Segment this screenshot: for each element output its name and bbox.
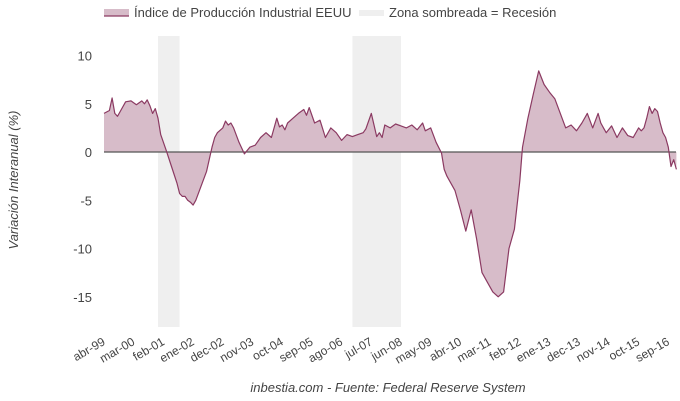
series-area	[103, 70, 677, 298]
legend-swatch-recession	[359, 10, 384, 16]
y-tick-label: 0	[85, 145, 92, 160]
y-axis-label: Variación Interanual (%)	[6, 111, 21, 250]
x-tick-label: jul-07	[342, 334, 376, 361]
y-tick-label: -10	[73, 242, 92, 257]
source-note: inbestia.com - Fuente: Federal Reserve S…	[250, 380, 525, 395]
legend-label-recession: Zona sombreada = Recesión	[389, 5, 556, 20]
series-line	[103, 70, 677, 298]
series-fill	[104, 70, 677, 297]
y-tick-label: -5	[80, 193, 92, 208]
recession-band	[352, 36, 401, 327]
legend-swatch-series	[104, 9, 129, 16]
x-tick-label: ago-06	[306, 334, 346, 365]
recession-bands	[158, 36, 401, 327]
y-tick-label: 10	[78, 49, 92, 64]
y-tick-label: 5	[85, 97, 92, 112]
legend-label-series: Índice de Producción Industrial EEUU	[134, 5, 352, 20]
recession-band	[158, 36, 180, 327]
x-tick-label: sep-16	[633, 334, 672, 365]
x-tick-label: nov-14	[574, 334, 613, 365]
legend: Índice de Producción Industrial EEUU Zon…	[104, 5, 556, 20]
x-axis: abr-99mar-00feb-01ene-02dec-02nov-03oct-…	[70, 334, 672, 366]
y-axis: 10 5 0 -5 -10 -15	[73, 49, 92, 305]
y-tick-label: -15	[73, 290, 92, 305]
x-tick-label: nov-03	[217, 334, 256, 365]
